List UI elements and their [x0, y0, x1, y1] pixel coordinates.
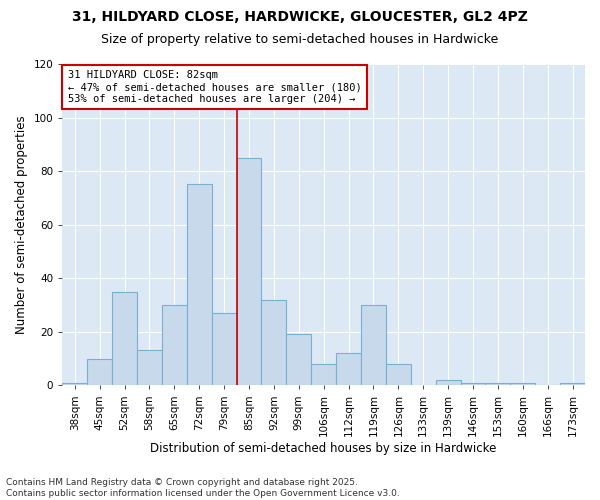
Bar [62, 382, 87, 386]
Bar [236, 158, 262, 386]
Bar [461, 382, 485, 386]
Bar [511, 382, 535, 386]
Text: 31, HILDYARD CLOSE, HARDWICKE, GLOUCESTER, GL2 4PZ: 31, HILDYARD CLOSE, HARDWICKE, GLOUCESTE… [72, 10, 528, 24]
Bar [436, 380, 461, 386]
Bar [262, 300, 286, 386]
X-axis label: Distribution of semi-detached houses by size in Hardwicke: Distribution of semi-detached houses by … [151, 442, 497, 455]
Bar [485, 382, 511, 386]
Bar [286, 334, 311, 386]
Bar [212, 313, 236, 386]
Bar [560, 382, 585, 386]
Bar [386, 364, 411, 386]
Bar [187, 184, 212, 386]
Bar [87, 358, 112, 386]
Bar [311, 364, 336, 386]
Text: Contains HM Land Registry data © Crown copyright and database right 2025.
Contai: Contains HM Land Registry data © Crown c… [6, 478, 400, 498]
Bar [112, 292, 137, 386]
Text: Size of property relative to semi-detached houses in Hardwicke: Size of property relative to semi-detach… [101, 32, 499, 46]
Text: 31 HILDYARD CLOSE: 82sqm
← 47% of semi-detached houses are smaller (180)
53% of : 31 HILDYARD CLOSE: 82sqm ← 47% of semi-d… [68, 70, 361, 104]
Bar [361, 305, 386, 386]
Y-axis label: Number of semi-detached properties: Number of semi-detached properties [15, 116, 28, 334]
Bar [162, 305, 187, 386]
Bar [137, 350, 162, 386]
Bar [336, 353, 361, 386]
